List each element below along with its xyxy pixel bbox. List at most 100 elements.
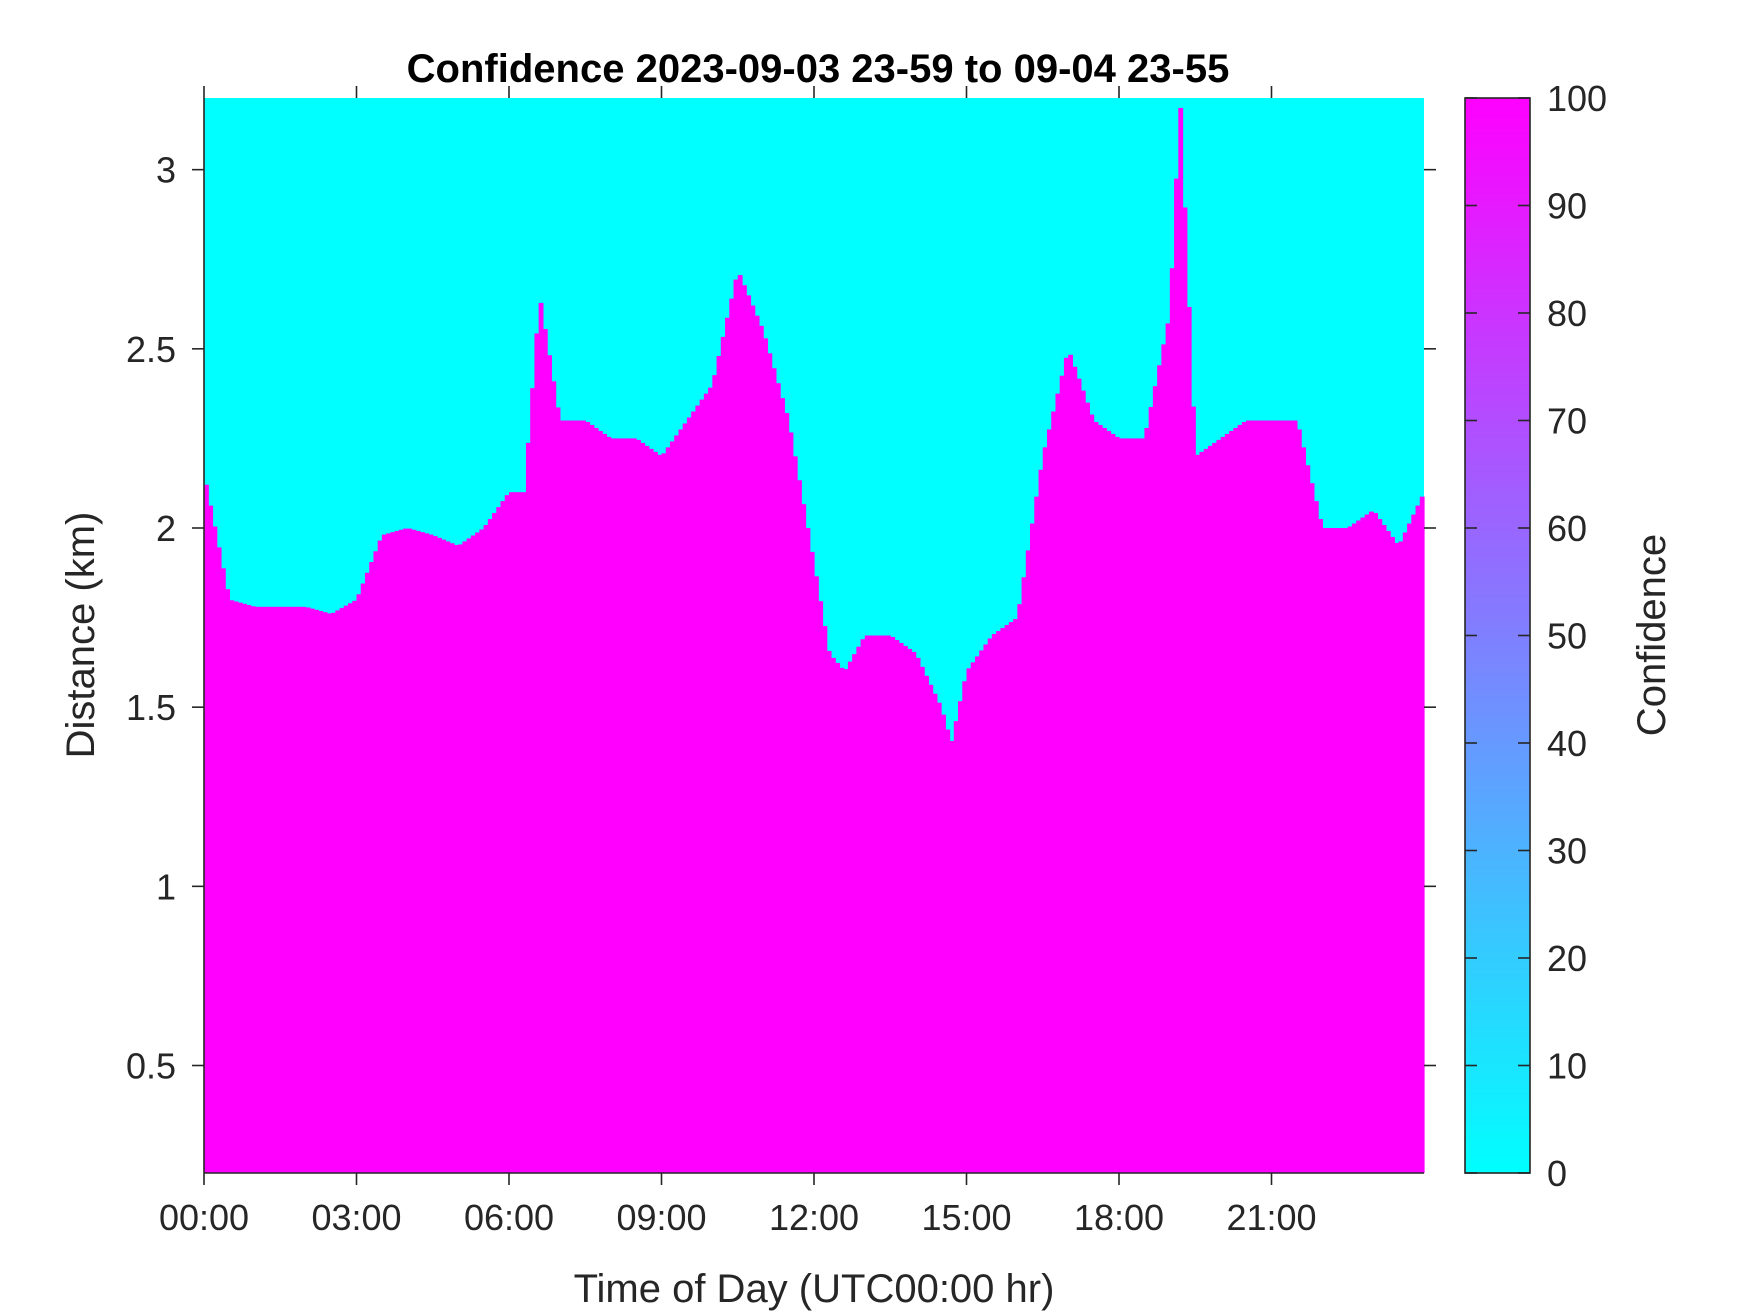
heat-column	[1165, 323, 1171, 1173]
heat-column	[462, 541, 468, 1173]
heat-column	[941, 714, 946, 1173]
heat-column	[860, 639, 866, 1173]
heat-column	[386, 533, 391, 1174]
heat-column	[902, 645, 908, 1173]
heat-column	[703, 393, 709, 1173]
heat-column	[555, 407, 561, 1173]
heat-column	[487, 519, 493, 1173]
colorbar-tick-label: 10	[1547, 1046, 1587, 1087]
heat-column	[1102, 427, 1107, 1174]
heat-column	[631, 438, 637, 1173]
heat-column	[754, 315, 760, 1173]
heat-column	[305, 607, 311, 1173]
heat-column	[1356, 520, 1362, 1173]
heat-column	[1377, 519, 1383, 1173]
colorbar-ticks: 0 10 20 30 40 50 60 70 80 90 100	[1465, 78, 1607, 1194]
heat-column	[890, 636, 896, 1173]
heat-column	[445, 541, 451, 1173]
heat-column	[1085, 402, 1090, 1174]
heat-column	[390, 532, 396, 1173]
heat-column	[1364, 514, 1370, 1173]
heat-column	[636, 439, 641, 1173]
heat-column	[818, 601, 824, 1173]
heat-column	[415, 530, 421, 1173]
heat-column	[894, 639, 900, 1173]
heat-column	[847, 661, 853, 1173]
heat-column	[708, 387, 713, 1173]
heat-column	[297, 606, 303, 1173]
heat-column	[979, 650, 985, 1173]
heat-column	[246, 605, 252, 1173]
heat-column	[534, 333, 540, 1173]
heat-column	[509, 492, 514, 1173]
heat-column	[996, 631, 1001, 1173]
heat-column	[750, 305, 756, 1173]
heat-column	[538, 302, 544, 1173]
heat-column	[1140, 438, 1146, 1173]
heat-column	[572, 420, 578, 1173]
heat-column	[699, 399, 705, 1174]
x-tick-label: 03:00	[311, 1197, 401, 1238]
heat-column	[1229, 430, 1234, 1173]
heat-column	[1004, 625, 1010, 1173]
heat-column	[589, 424, 595, 1174]
heat-column	[267, 606, 273, 1173]
heat-column	[788, 432, 794, 1173]
heat-column	[559, 420, 565, 1173]
heat-column	[1148, 407, 1154, 1173]
heat-column	[343, 605, 349, 1173]
heat-column	[962, 681, 968, 1173]
heat-column	[356, 594, 362, 1173]
heat-column	[1055, 393, 1061, 1173]
colorbar-tick-label: 100	[1547, 78, 1607, 119]
heat-column	[1402, 532, 1408, 1173]
heat-column	[525, 442, 531, 1173]
heat-column	[271, 606, 277, 1173]
heat-column	[407, 528, 413, 1173]
heat-column	[729, 298, 735, 1173]
heat-column	[911, 651, 917, 1173]
heat-column	[1330, 528, 1336, 1173]
colorbar-tick-label: 30	[1547, 831, 1587, 872]
heat-column	[678, 429, 684, 1174]
heat-column	[1241, 421, 1247, 1173]
heat-column	[1254, 420, 1260, 1173]
heat-column	[547, 355, 552, 1173]
heat-column	[1246, 420, 1251, 1173]
heat-column	[1017, 604, 1023, 1173]
x-tick-label: 09:00	[616, 1197, 706, 1238]
heat-column	[424, 533, 430, 1174]
heat-column	[932, 693, 938, 1173]
heat-column	[640, 442, 646, 1173]
x-tick-label: 12:00	[769, 1197, 859, 1238]
chart-title: Confidence 2023-09-03 23-59 to 09-04 23-…	[407, 47, 1230, 91]
heat-column	[513, 492, 519, 1173]
heat-column	[500, 501, 506, 1173]
heat-column	[530, 388, 536, 1173]
heat-column	[492, 513, 497, 1173]
heat-column	[208, 505, 214, 1174]
heat-column	[1224, 433, 1230, 1173]
heat-column	[864, 635, 870, 1173]
heat-column	[606, 436, 612, 1173]
heat-column	[1339, 528, 1345, 1173]
heat-column	[1013, 619, 1018, 1173]
heat-column	[280, 606, 286, 1173]
heat-column	[852, 654, 857, 1173]
heat-column	[301, 606, 307, 1173]
y-tick-label: 1	[156, 866, 176, 907]
heat-column	[339, 608, 345, 1173]
heat-column	[1169, 268, 1175, 1174]
heat-column	[958, 701, 963, 1173]
heat-column	[686, 417, 692, 1173]
heat-column	[259, 606, 264, 1173]
heat-column	[1068, 354, 1074, 1173]
heat-column	[1203, 448, 1209, 1173]
heat-column	[746, 295, 752, 1173]
heat-column	[517, 492, 523, 1173]
heat-column	[1220, 436, 1226, 1173]
heat-column	[1258, 420, 1264, 1173]
heat-column	[814, 576, 819, 1173]
heat-column	[1233, 427, 1239, 1174]
heat-column	[949, 741, 955, 1173]
